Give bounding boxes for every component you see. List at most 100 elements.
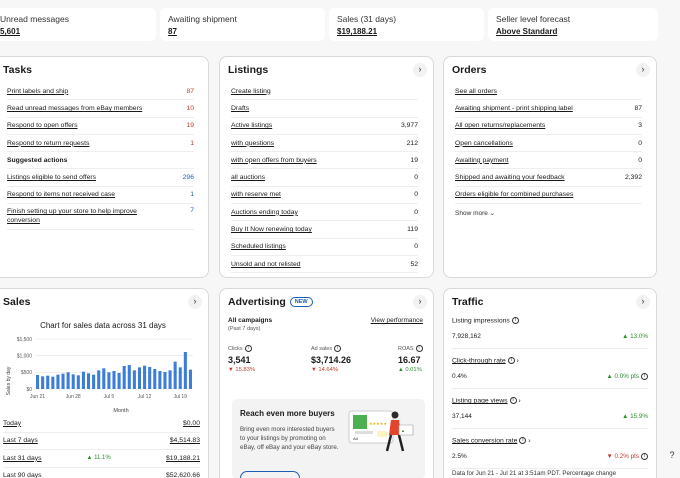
listing-row[interactable]: Auctions ending today 0 xyxy=(231,204,418,222)
listing-link[interactable]: with open offers from buyers xyxy=(231,156,317,164)
traffic-metric-name[interactable]: Listing page views xyxy=(452,397,508,405)
order-link[interactable]: Awaiting shipment - print shipping label xyxy=(455,104,573,112)
sales-bar[interactable] xyxy=(107,372,111,389)
sales-bar[interactable] xyxy=(137,367,142,389)
sales-bar[interactable] xyxy=(97,370,101,389)
traffic-metric-label[interactable]: Listing impressions i xyxy=(452,317,519,324)
sales-bar[interactable] xyxy=(86,373,91,389)
sales-bar[interactable] xyxy=(173,361,177,389)
listing-row[interactable]: Active listings 3,977 xyxy=(231,118,418,135)
order-link[interactable]: See all orders xyxy=(455,87,497,95)
sales-bar[interactable] xyxy=(188,369,192,389)
suggested-link[interactable]: Listings eligible to send offers xyxy=(7,174,97,182)
summary-value[interactable]: Above Standard xyxy=(496,27,558,36)
order-link[interactable]: Orders eligible for combined purchases xyxy=(455,191,574,199)
sales-period-link[interactable]: Today xyxy=(3,419,22,427)
listing-link[interactable]: Scheduled listings xyxy=(231,243,286,251)
order-row[interactable]: Awaiting payment 0 xyxy=(455,152,642,170)
listing-link[interactable]: Auctions ending today xyxy=(231,208,298,216)
sales-bar[interactable] xyxy=(183,352,187,389)
order-row[interactable]: Awaiting shipment - print shipping label… xyxy=(455,100,642,118)
listing-row[interactable]: Unsold and not relisted 52 xyxy=(231,256,418,274)
task-row[interactable]: Respond to open offers 19 xyxy=(7,118,194,135)
sales-bar[interactable] xyxy=(92,374,96,389)
promo-button[interactable] xyxy=(240,471,300,478)
sales-bar[interactable] xyxy=(81,371,85,389)
task-row[interactable]: Respond to return requests 1 xyxy=(7,135,194,153)
order-row[interactable]: Shipped and awaiting your feedback 2,392 xyxy=(455,169,642,187)
traffic-metric-label[interactable]: Sales conversion rate i › xyxy=(452,437,531,444)
order-link[interactable]: Awaiting payment xyxy=(455,156,509,164)
sales-bar[interactable] xyxy=(148,367,152,389)
sales-bar[interactable] xyxy=(76,375,80,389)
summary-value[interactable]: 87 xyxy=(168,27,177,36)
task-row[interactable]: Print labels and ship 87 xyxy=(7,83,194,101)
sales-bar[interactable] xyxy=(102,368,106,389)
info-icon[interactable]: i xyxy=(511,317,519,324)
listing-row[interactable]: with open offers from buyers 19 xyxy=(231,152,418,170)
chevron-right-icon[interactable]: › xyxy=(516,397,521,405)
sales-bar[interactable] xyxy=(56,374,60,389)
order-row[interactable]: Open cancellations 0 xyxy=(455,135,642,153)
sales-bar[interactable] xyxy=(71,374,75,389)
sales-bar[interactable] xyxy=(36,375,40,389)
chevron-right-icon[interactable]: › xyxy=(514,357,519,365)
listing-link[interactable]: with questions xyxy=(231,139,275,147)
info-icon[interactable]: i xyxy=(641,373,648,380)
order-row[interactable]: Orders eligible for combined purchases xyxy=(455,187,642,205)
info-icon[interactable]: i xyxy=(415,345,423,352)
order-link[interactable]: All open returns/replacements xyxy=(455,122,546,130)
listing-link[interactable]: Buy It Now renewing today xyxy=(231,226,312,234)
sales-bar[interactable] xyxy=(153,369,157,389)
sales-period-link[interactable]: Last 31 days xyxy=(3,454,42,462)
chevron-right-icon[interactable]: › xyxy=(636,295,650,309)
sales-bar[interactable] xyxy=(168,370,172,389)
view-performance-link[interactable]: View performance xyxy=(370,317,423,324)
sales-bar[interactable] xyxy=(178,367,182,389)
sales-bar[interactable] xyxy=(66,372,70,389)
order-row[interactable]: All open returns/replacements 3 xyxy=(455,118,642,135)
suggested-link[interactable]: Respond to items not received case xyxy=(7,191,116,199)
suggested-row[interactable]: Respond to items not received case 1 xyxy=(7,187,194,205)
help-button[interactable]: ? xyxy=(669,450,675,460)
task-link[interactable]: Print labels and ship xyxy=(7,87,69,95)
listing-link[interactable]: Create listing xyxy=(231,87,271,95)
chevron-right-icon[interactable]: › xyxy=(526,437,531,445)
sales-bar[interactable] xyxy=(61,373,65,389)
task-link[interactable]: Respond to return requests xyxy=(7,139,90,147)
listing-link[interactable]: Active listings xyxy=(231,122,273,130)
listing-row[interactable]: with questions 212 xyxy=(231,135,418,153)
sales-bar[interactable] xyxy=(117,373,121,389)
listing-row[interactable]: Create listing xyxy=(231,83,418,101)
info-icon[interactable]: i xyxy=(641,453,648,460)
sales-bar[interactable] xyxy=(143,365,147,389)
chevron-right-icon[interactable]: › xyxy=(188,295,202,309)
sales-bar[interactable] xyxy=(112,371,116,389)
listing-row[interactable]: Scheduled listings 0 xyxy=(231,239,418,256)
listing-link[interactable]: all auctions xyxy=(231,174,266,182)
task-link[interactable]: Respond to open offers xyxy=(7,122,78,130)
summary-value[interactable]: 5,601 xyxy=(0,27,21,36)
listing-row[interactable]: Drafts xyxy=(231,100,418,118)
sales-bar[interactable] xyxy=(127,365,131,389)
chevron-right-icon[interactable]: › xyxy=(413,295,427,309)
task-link[interactable]: Read unread messages from eBay members xyxy=(7,104,143,112)
show-more-button[interactable]: Show more ⌄ xyxy=(455,210,496,218)
traffic-metric-label[interactable]: Listing page views i › xyxy=(452,397,521,404)
sales-bar[interactable] xyxy=(132,370,136,389)
sales-bar[interactable] xyxy=(46,375,50,389)
info-icon[interactable]: i xyxy=(507,357,515,364)
sales-value[interactable]: $0.00 xyxy=(182,419,200,427)
task-row[interactable]: Read unread messages from eBay members 10 xyxy=(7,100,194,118)
sales-value[interactable]: $19,188.21 xyxy=(165,454,200,462)
chevron-right-icon[interactable]: › xyxy=(636,63,650,77)
sales-value[interactable]: $52,620.66 xyxy=(165,472,200,478)
listing-row[interactable]: Buy It Now renewing today 119 xyxy=(231,221,418,239)
order-row[interactable]: See all orders xyxy=(455,83,642,101)
suggested-row[interactable]: Listings eligible to send offers 296 xyxy=(7,169,194,187)
sales-bar[interactable] xyxy=(41,376,45,389)
listing-link[interactable]: Drafts xyxy=(231,104,250,112)
sales-bar[interactable] xyxy=(163,372,167,389)
order-link[interactable]: Shipped and awaiting your feedback xyxy=(455,174,565,182)
traffic-metric-name[interactable]: Sales conversion rate xyxy=(452,437,518,445)
